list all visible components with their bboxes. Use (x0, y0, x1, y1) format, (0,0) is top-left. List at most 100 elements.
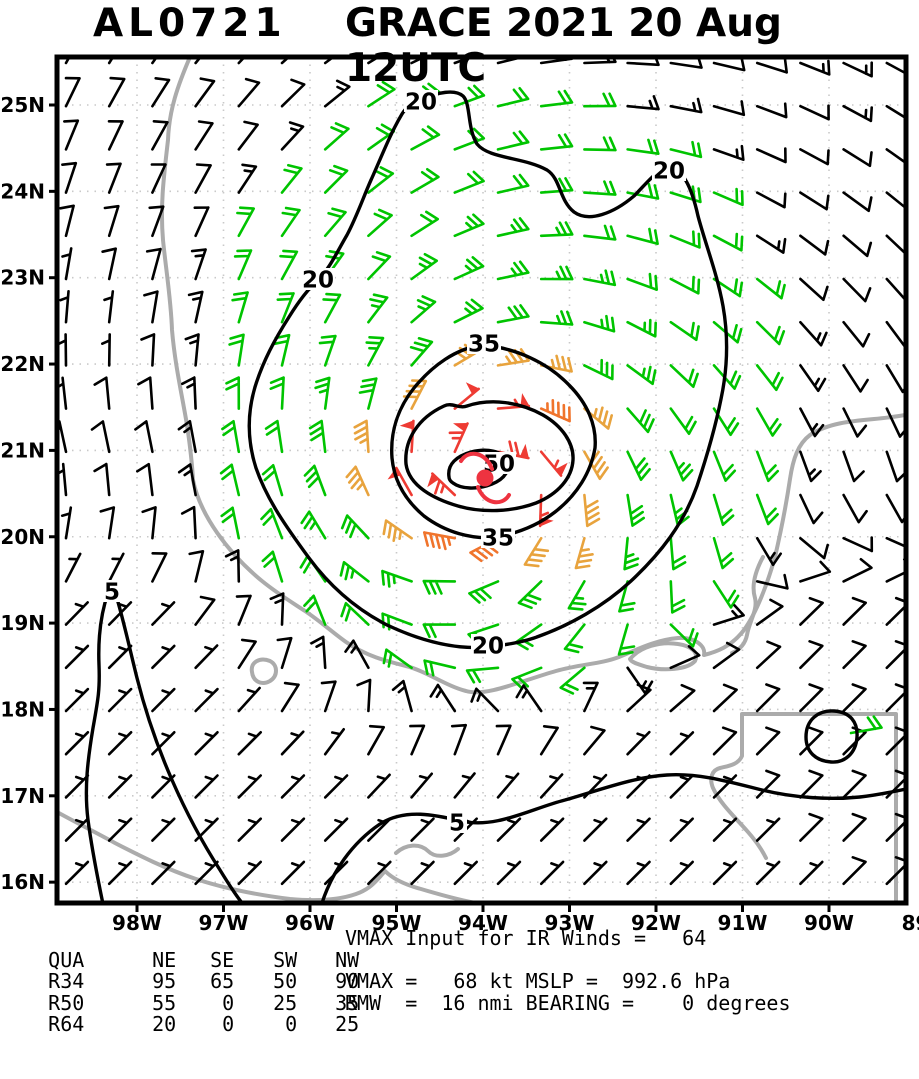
barb-staff (669, 97, 703, 114)
barb-staff (626, 318, 657, 338)
wind-barb (799, 407, 825, 438)
barb-staff (151, 77, 171, 108)
wind-barb (391, 679, 413, 713)
wind-barb (496, 860, 522, 886)
barb-staff (755, 683, 781, 713)
barb-staff (194, 860, 219, 886)
barb-staff (409, 724, 426, 756)
barb-staff (755, 450, 779, 483)
barb-staff (495, 724, 512, 756)
wind-barb (755, 191, 787, 209)
barb-staff (365, 336, 385, 367)
barb-staff (299, 554, 327, 583)
barb-staff (194, 163, 212, 194)
wind-barb (107, 687, 133, 713)
barb-staff (276, 636, 293, 670)
barb-staff (885, 277, 906, 303)
storm-symbol-arm (476, 485, 511, 505)
contour-35kt (390, 343, 597, 540)
wind-barb (367, 293, 389, 324)
barb-staff (314, 376, 331, 410)
barb-staff (107, 731, 133, 756)
country-borders (709, 712, 898, 903)
barb-staff (755, 364, 784, 392)
barb-staff (134, 420, 154, 454)
barb-staff (669, 230, 701, 249)
wind-barb (410, 252, 438, 281)
lat-axis-label: 21N (0, 438, 45, 462)
barb-staff (410, 168, 440, 194)
wind-barb (180, 505, 197, 540)
barb-staff (539, 725, 559, 756)
wind-barb (303, 594, 327, 626)
wind-barb (669, 860, 694, 886)
contour-label: 5 (449, 811, 465, 837)
wind-barb (151, 817, 176, 842)
barb-staff (410, 210, 439, 238)
axis-labels: 98W 97W 96W 95W 94W 93W 92W 91W 90W 89 25N 24N 23N 22… (0, 93, 919, 935)
barb-staff (188, 550, 205, 583)
barb-staff (799, 683, 824, 713)
wind-barb (583, 224, 617, 241)
barb-staff (323, 79, 351, 108)
wind-barb (669, 320, 700, 342)
wind-barb (842, 812, 867, 842)
barb-staff (669, 731, 695, 756)
barb-staff (194, 687, 219, 713)
barb-staff (422, 623, 457, 639)
barb-staff (539, 817, 565, 842)
wind-barb (409, 724, 426, 756)
wind-barb (563, 623, 586, 654)
barb-staff (626, 364, 657, 386)
barb-staff (626, 860, 651, 886)
barb-staff (303, 594, 327, 626)
wind-barb (799, 596, 824, 626)
barb-staff (93, 462, 111, 497)
barb-staff (93, 376, 111, 410)
barb-staff (151, 120, 169, 151)
wind-barb (669, 57, 703, 69)
barb-staff (539, 177, 574, 194)
wind-barb (669, 364, 699, 388)
barb-staff (323, 207, 347, 238)
title-bar: AL0721 GRACE 2021 20 Aug 12UTC (0, 0, 919, 91)
barb-staff (755, 102, 788, 119)
barb-staff (842, 812, 867, 842)
wind-barb (141, 506, 157, 540)
barb-staff (842, 596, 867, 626)
wind-barb (712, 604, 745, 626)
barb-staff (151, 552, 168, 583)
contour-5kt-south (320, 773, 906, 903)
barb-staff (712, 450, 737, 482)
wind-barb (261, 464, 284, 497)
barb-staff (755, 407, 782, 437)
barb-staff (583, 92, 617, 108)
wind-barb (496, 173, 530, 194)
wind-barb (409, 337, 434, 367)
wind-barb (583, 136, 617, 152)
barb-staff (755, 769, 781, 799)
barb-staff (842, 640, 867, 670)
wind-barb (303, 464, 327, 497)
wind-barb (626, 227, 659, 246)
barb-staff (669, 275, 701, 295)
barb-staff (107, 817, 133, 842)
barb-staff (626, 227, 659, 246)
wind-barb (177, 420, 197, 454)
barb-staff (496, 260, 530, 281)
barb-staff (669, 860, 694, 886)
barb-staff (367, 724, 385, 756)
wind-barb (220, 506, 241, 540)
wind-barb (103, 204, 120, 238)
wind-barb (842, 364, 869, 393)
wind-barb (151, 77, 171, 108)
wind-barb (842, 104, 873, 123)
wind-barb (669, 774, 694, 799)
wind-barb (323, 728, 345, 756)
barb-staff (842, 683, 867, 713)
wind-barb (539, 133, 574, 151)
wind-barb (237, 77, 261, 108)
wind-barb (453, 860, 478, 886)
barb-staff (842, 769, 867, 799)
wind-barb (574, 536, 594, 570)
